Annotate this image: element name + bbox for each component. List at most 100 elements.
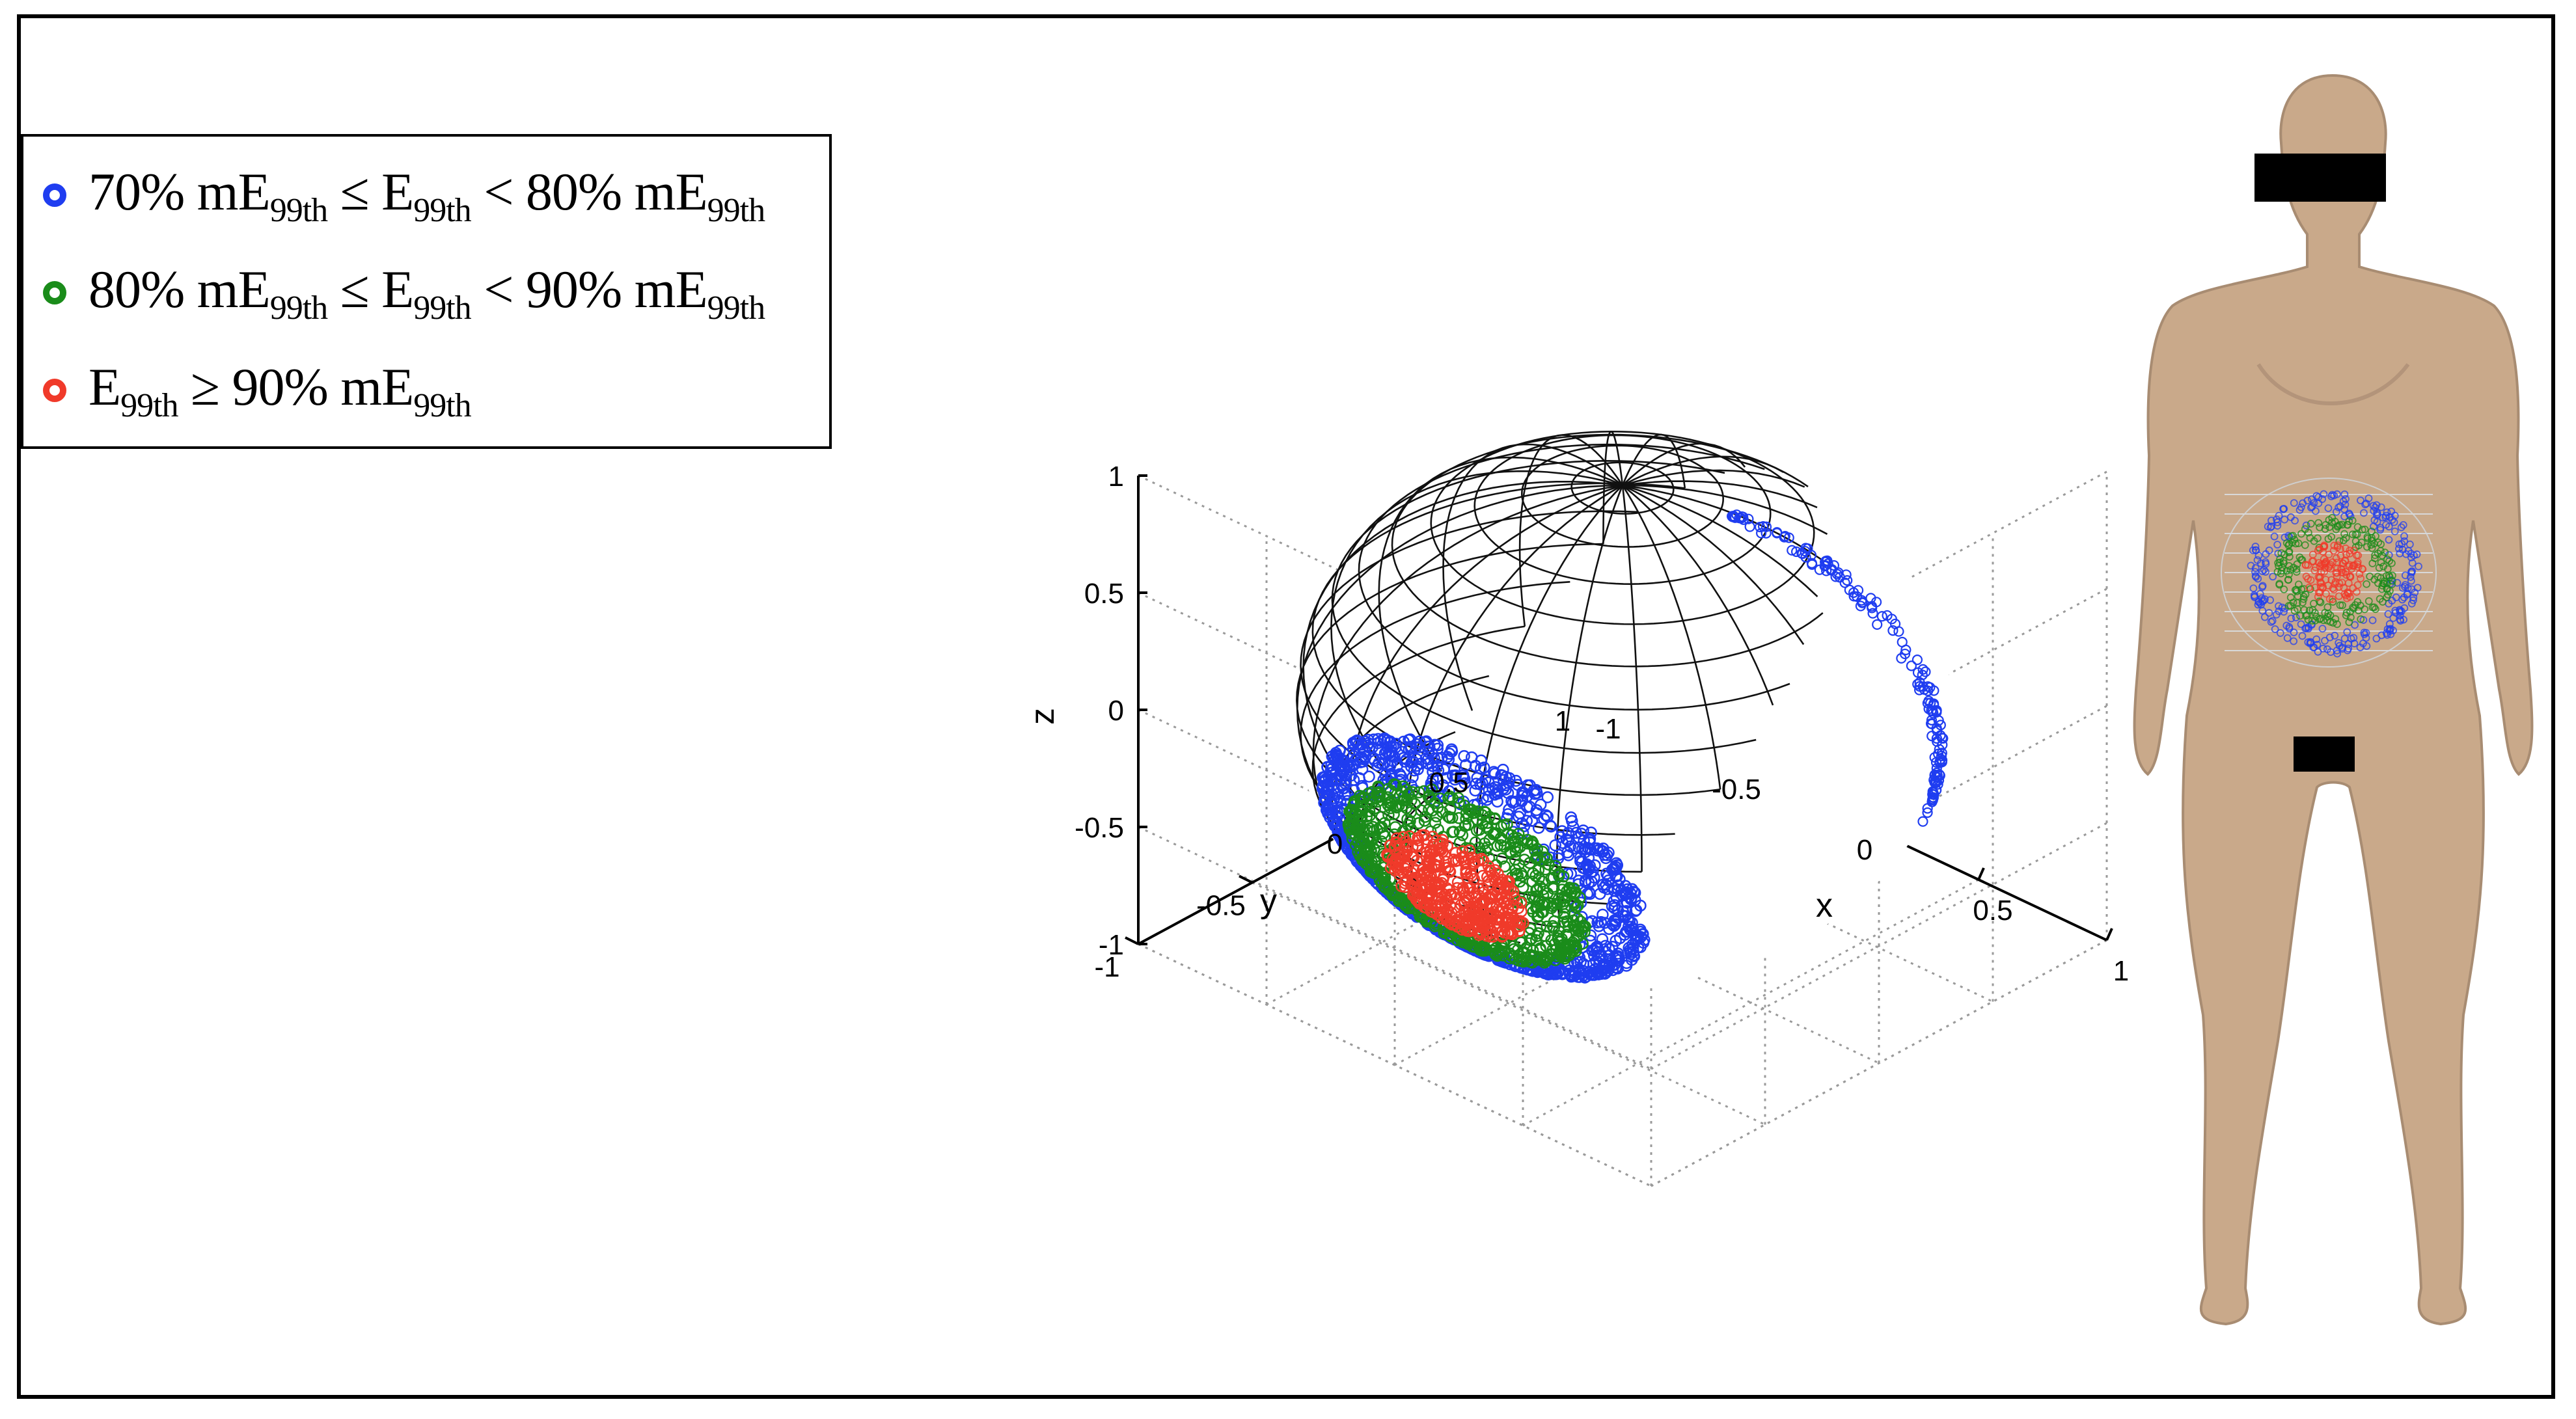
point-blue [1896, 653, 1907, 664]
body-point [2280, 586, 2288, 593]
body-point [2377, 558, 2385, 567]
point-red [1443, 916, 1456, 929]
x-tick-mark [2105, 928, 2113, 941]
point-blue [1470, 777, 1483, 790]
point-blue [1600, 967, 1612, 979]
body-point [2275, 558, 2284, 567]
point-red [1456, 923, 1468, 936]
point-blue [1596, 908, 1609, 921]
point-green [1419, 811, 1431, 823]
point-blue [1928, 685, 1939, 696]
body-point [2326, 560, 2335, 569]
point-green [1507, 939, 1520, 953]
point-green [1452, 792, 1464, 804]
point-blue [1562, 849, 1575, 861]
body-point [2267, 618, 2275, 626]
body-point [2325, 550, 2333, 559]
point-green [1430, 810, 1443, 823]
point-blue [1623, 915, 1636, 928]
point-green [1482, 822, 1494, 835]
point-blue [1842, 575, 1853, 586]
point-blue [1806, 558, 1818, 569]
point-blue [1852, 585, 1864, 596]
body-point [2281, 515, 2289, 524]
point-blue [1544, 820, 1557, 833]
body-point [2312, 635, 2321, 643]
body-point [2381, 513, 2390, 521]
point-green [1456, 829, 1469, 841]
point-red [1399, 877, 1411, 889]
body-point [2314, 547, 2322, 554]
point-green [1384, 796, 1396, 809]
body-point [2350, 604, 2358, 613]
point-blue [1529, 783, 1542, 796]
point-blue [1887, 625, 1898, 636]
point-red [1492, 867, 1504, 880]
point-green [1548, 922, 1560, 934]
point-blue [1429, 738, 1441, 751]
body-point [2407, 576, 2415, 585]
point-blue [1931, 723, 1942, 734]
point-green [1404, 806, 1418, 818]
point-green [1358, 824, 1370, 837]
point-blue [1565, 811, 1578, 824]
point-green [1365, 861, 1377, 874]
body-point [2388, 571, 2396, 580]
body-point [2262, 568, 2269, 576]
point-blue [1477, 761, 1490, 774]
body-point [2341, 500, 2350, 509]
sphere-meridian [1330, 470, 1623, 820]
point-green [1496, 942, 1509, 954]
point-green [1420, 915, 1433, 928]
x-tick-label: -1 [1595, 713, 1621, 745]
point-green [1495, 820, 1508, 833]
point-green [1498, 841, 1511, 853]
point-red [1420, 833, 1433, 846]
point-blue [1555, 825, 1569, 837]
legend-text: 80% mE99th ≤ E99th < 90% mE99th [89, 259, 765, 327]
point-blue [1591, 965, 1603, 978]
point-blue [1353, 772, 1365, 785]
point-red [1501, 882, 1514, 895]
point-green [1505, 846, 1517, 859]
body-point [2361, 525, 2369, 534]
point-blue [1546, 967, 1558, 980]
body-point [2316, 573, 2324, 581]
body-point [2319, 583, 2327, 591]
point-green [1541, 852, 1553, 865]
point-blue [1457, 769, 1470, 781]
body-point [2347, 614, 2355, 621]
body-point [2400, 532, 2408, 540]
sphere-meridian [1622, 484, 1818, 597]
point-blue [1922, 803, 1933, 814]
body-point [2290, 637, 2298, 645]
point-blue [1577, 824, 1589, 837]
body-point [2301, 561, 2310, 569]
body-point [2349, 584, 2357, 592]
body-point [2384, 610, 2392, 618]
point-green [1444, 791, 1456, 803]
point-blue [1931, 705, 1942, 716]
point-red [1449, 846, 1462, 859]
point-blue [1583, 834, 1596, 846]
point-green [1537, 899, 1549, 912]
body-point [2307, 638, 2315, 647]
point-green [1412, 817, 1425, 830]
body-sphere-outline [2221, 478, 2437, 668]
point-green [1473, 824, 1486, 836]
body-point [2407, 567, 2415, 576]
point-green [1453, 826, 1466, 838]
point-blue [1805, 550, 1817, 561]
body-point [2285, 547, 2294, 556]
point-red [1475, 926, 1488, 939]
point-red [1434, 896, 1447, 909]
body-point [2268, 617, 2277, 625]
point-blue [1787, 545, 1798, 556]
point-green [1400, 900, 1412, 912]
body-point [2336, 601, 2344, 610]
point-blue [1756, 528, 1767, 539]
point-blue [1626, 942, 1639, 954]
point-blue [1514, 807, 1526, 820]
point-blue [1332, 753, 1345, 766]
point-blue [1532, 822, 1545, 834]
